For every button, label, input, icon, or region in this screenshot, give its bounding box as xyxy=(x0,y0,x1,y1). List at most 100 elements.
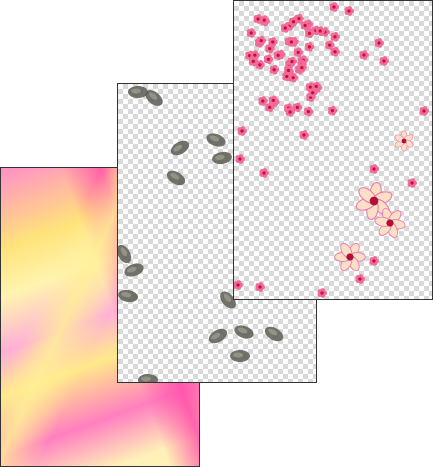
flower-center xyxy=(307,31,312,35)
flower-center xyxy=(271,98,275,102)
flower-center xyxy=(296,50,300,54)
leaf-highlight xyxy=(214,154,225,160)
flower-center xyxy=(262,18,266,22)
flower-center xyxy=(240,129,244,133)
flower-center xyxy=(422,109,426,113)
flower xyxy=(286,37,297,47)
flower-center xyxy=(377,41,381,45)
leaf xyxy=(118,244,132,264)
leaf-highlight xyxy=(223,293,232,302)
flower xyxy=(344,6,354,16)
flower-center xyxy=(333,35,337,39)
flower-center xyxy=(286,68,291,73)
blossom-center xyxy=(369,196,379,206)
flower xyxy=(292,102,303,113)
leaf-highlight xyxy=(237,327,248,334)
flower-center xyxy=(276,53,280,57)
flower-center xyxy=(285,74,289,79)
flower xyxy=(293,47,304,58)
leaf-highlight xyxy=(131,88,141,94)
leaf-highlight xyxy=(268,328,278,336)
flower-center xyxy=(258,285,262,289)
flower-center xyxy=(300,65,304,70)
flower-center xyxy=(283,26,287,30)
flower-center xyxy=(290,60,294,64)
leaf-art xyxy=(118,86,284,382)
flower-center xyxy=(382,59,386,63)
flower xyxy=(268,95,279,106)
flower-center xyxy=(410,181,414,185)
flower-center xyxy=(302,133,306,137)
flower xyxy=(265,43,275,54)
flower-center xyxy=(347,9,351,13)
flower xyxy=(325,40,335,50)
flower xyxy=(263,54,274,65)
flower xyxy=(280,23,291,33)
leaf-highlight xyxy=(170,172,180,180)
flower-center xyxy=(271,40,275,44)
flower-center xyxy=(358,277,362,281)
flower xyxy=(287,56,298,67)
flower xyxy=(250,50,260,60)
flower xyxy=(329,2,339,12)
flower xyxy=(258,96,268,106)
flower xyxy=(283,65,294,76)
flower xyxy=(374,38,384,48)
flower xyxy=(235,154,245,164)
leaf-highlight xyxy=(209,135,220,142)
flower xyxy=(273,50,284,61)
leaf xyxy=(234,325,254,339)
flower xyxy=(303,106,314,117)
leaf xyxy=(124,263,144,277)
leaf xyxy=(170,140,190,156)
flower xyxy=(256,35,267,46)
flower xyxy=(327,105,338,116)
leaf-highlight xyxy=(233,352,243,358)
flower-center xyxy=(238,157,242,161)
flower-center xyxy=(253,53,257,57)
flower-center xyxy=(306,110,311,114)
leaf xyxy=(212,151,232,165)
flower-center xyxy=(261,99,265,103)
flower-center xyxy=(333,50,337,54)
flower xyxy=(355,274,365,284)
flower xyxy=(369,164,379,174)
flower-center xyxy=(362,53,366,57)
flower-center xyxy=(291,20,296,24)
flower-center xyxy=(328,43,332,47)
flower-center xyxy=(259,39,263,43)
flower-center xyxy=(307,45,312,49)
flower-center xyxy=(303,23,307,28)
leaf-highlight xyxy=(121,292,132,298)
leaf-highlight xyxy=(148,92,158,100)
flower-center xyxy=(262,171,266,175)
flower-center xyxy=(251,59,255,63)
flower-center xyxy=(236,283,240,287)
flower-art xyxy=(234,2,429,298)
flower xyxy=(265,102,275,113)
flower-center xyxy=(288,110,292,114)
flower xyxy=(304,42,315,52)
flower xyxy=(317,288,327,298)
flower xyxy=(234,280,243,290)
blossom-center xyxy=(401,138,407,144)
leaf-highlight xyxy=(173,144,183,152)
flower xyxy=(253,14,263,24)
leaf-highlight xyxy=(127,266,137,273)
flower xyxy=(237,126,247,136)
flower-center xyxy=(330,109,335,113)
flower-center xyxy=(258,63,262,67)
blossom xyxy=(394,130,414,152)
flower xyxy=(308,87,318,98)
leaf xyxy=(208,328,228,344)
flower-center xyxy=(268,105,272,109)
flower xyxy=(255,282,265,292)
flower-center xyxy=(320,291,324,295)
flower xyxy=(304,28,315,39)
flower-center xyxy=(311,91,315,95)
flower-center xyxy=(289,40,293,44)
flower-center xyxy=(297,17,301,21)
leaf xyxy=(138,374,158,382)
flower xyxy=(294,13,304,24)
